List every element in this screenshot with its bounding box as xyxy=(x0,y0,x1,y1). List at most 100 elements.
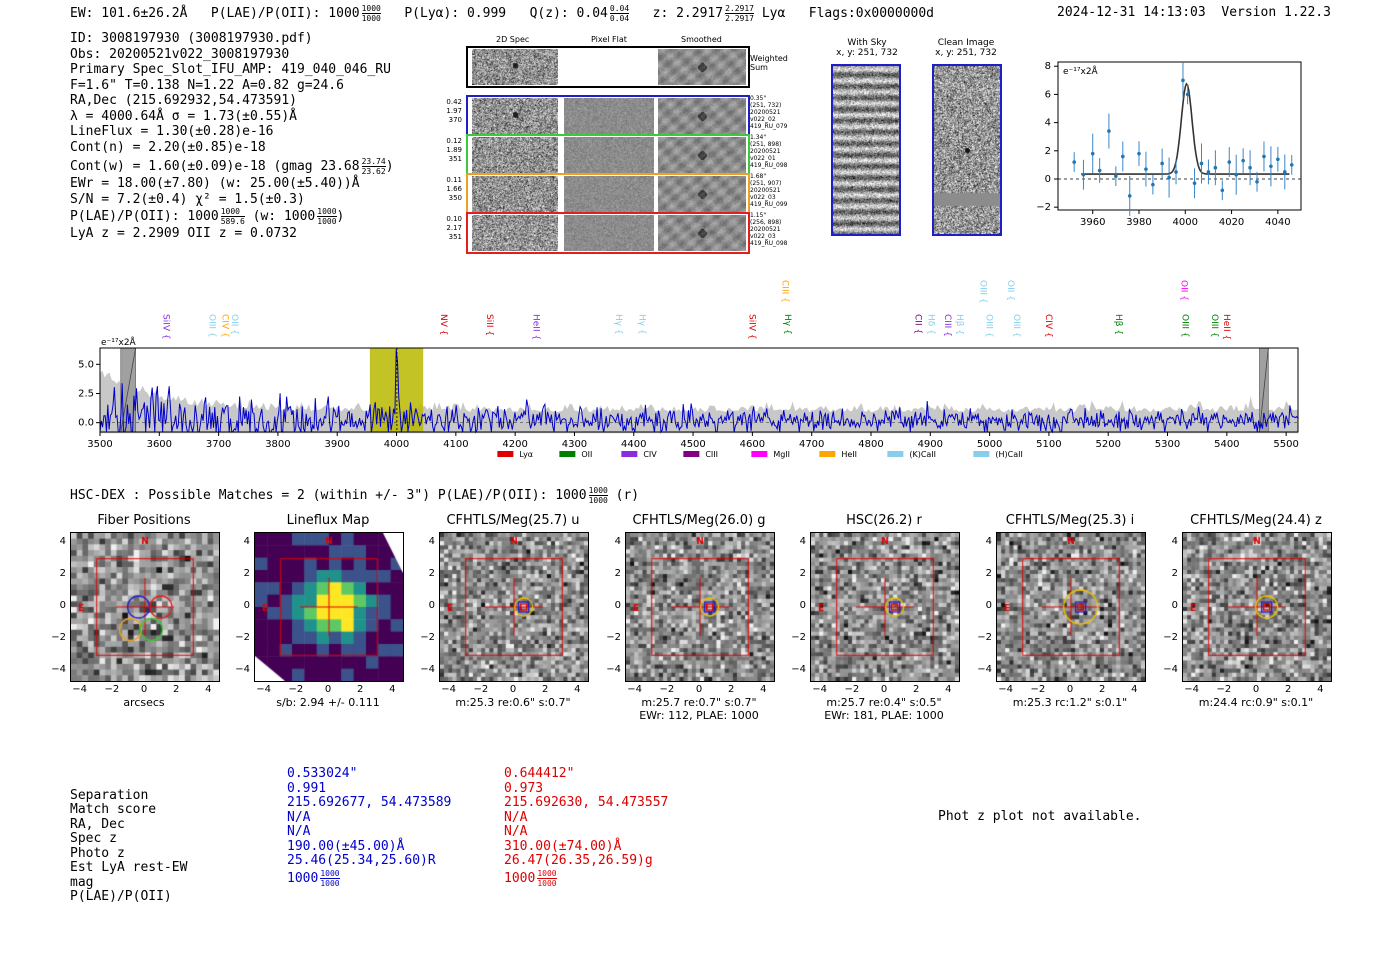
panel-xtick-label: 2 xyxy=(356,684,364,695)
emission-line-label: HeII { xyxy=(530,314,540,340)
zoom-point xyxy=(1137,151,1141,156)
header-flags: Flags:0x0000000d xyxy=(808,6,935,21)
fiber-weights: 0.11 1.66 350 xyxy=(446,176,462,202)
panel-ytick-label: −4 xyxy=(606,664,621,676)
panel-title: CFHTLS/Meg(25.3) i xyxy=(1005,513,1135,528)
info-obs: Obs: 20200521v022_3008197930 xyxy=(70,46,290,62)
m2-mag: 26.47(26.35,26.59)g xyxy=(504,853,653,868)
panel-xtick-label: 4 xyxy=(1131,684,1138,695)
info-contw: Cont(w) = 1.60(±0.09)e-18 (gmag 23.68 23.… xyxy=(70,157,394,176)
emission-line-label: Hδ { xyxy=(925,314,935,335)
zoom-xtick-label: 4000 xyxy=(1173,217,1198,228)
panel-ytick-label: 0 xyxy=(985,600,992,611)
panel-caption: arcsecs xyxy=(123,696,165,709)
spectrum-ytick-label: 0.0 xyxy=(78,418,94,429)
m2-radec: 215.692630, 54.473557 xyxy=(504,795,669,810)
panel-ytick-label: 0 xyxy=(799,600,806,611)
panel-xtick-label: 0 xyxy=(880,684,888,695)
emission-line-label: OIII { xyxy=(1209,314,1219,338)
panel-ytick-label: 0 xyxy=(428,600,435,611)
panel-ytick-label: 0 xyxy=(614,600,621,611)
header-timestamp: 2024-12-31 14:13:03 xyxy=(1057,5,1206,20)
fiber-strip xyxy=(466,95,750,137)
legend-swatch xyxy=(497,451,514,457)
panel-xtick-label: −4 xyxy=(441,684,457,695)
header-z-frac: 2.2917 2.2917 xyxy=(725,4,754,23)
emission-line-label: HeII { xyxy=(1221,314,1231,340)
panel-ytick-label: 4 xyxy=(614,535,621,547)
fiber-meta: 0.35" (251, 732) 20200521 v022_02 419_RU_079 xyxy=(750,95,788,130)
spectrum-xtick-label: 3500 xyxy=(87,439,112,450)
info-id: ID: 3008197930 (3008197930.pdf) xyxy=(70,31,313,46)
fiber-positions-image xyxy=(70,532,220,682)
photz-message: Phot z plot not available. xyxy=(938,809,1142,824)
zoom-point xyxy=(1081,172,1086,177)
emission-line-label: SiII { xyxy=(484,314,494,336)
panel-xtick-label: 4 xyxy=(945,684,952,695)
spectrum-xtick-label: 4100 xyxy=(443,439,468,450)
zoom-point xyxy=(1227,160,1232,164)
legend-swatch xyxy=(973,451,990,457)
match-label-ew: Est LyA rest-EW xyxy=(70,860,188,875)
zoom-point xyxy=(1269,164,1273,169)
spectrum-xtick-label: 5100 xyxy=(1036,439,1061,450)
info-sn: S/N = 7.2(±0.4) χ² = 1.5(±0.3) xyxy=(70,191,305,207)
match-1-column: 0.533024" 0.991 215.692677, 54.473589 N/… xyxy=(287,766,452,887)
legend-label: HeII xyxy=(841,450,857,459)
col-smoothed: Smoothed xyxy=(681,35,722,44)
panel-ytick-label: 4 xyxy=(1171,535,1178,547)
weighted-smoothed-image xyxy=(658,49,746,85)
panel-xtick-label: 2 xyxy=(1098,684,1106,695)
with-sky-title: With Sky x, y: 251, 732 xyxy=(836,38,898,58)
fiber-flat-image xyxy=(564,176,654,212)
spectrum-xtick-label: 5000 xyxy=(977,439,1002,450)
panel-ytick-label: 4 xyxy=(59,535,66,547)
filter-cutout-image xyxy=(439,532,589,682)
header-qz: Q(z): 0.04 xyxy=(529,6,608,21)
match-label-specz: Spec z xyxy=(70,831,117,846)
spectrum-xtick-label: 3600 xyxy=(147,439,172,450)
panel-ytick-label: −2 xyxy=(977,632,992,644)
m1-ew: 190.00(±45.00)Å xyxy=(287,838,405,854)
panel-xtick-label: 2 xyxy=(541,684,549,695)
panel-xtick-label: −4 xyxy=(72,684,88,695)
spectrum-frame xyxy=(99,347,1299,433)
emission-line-label: CIV { xyxy=(220,314,230,338)
panel-ytick-label: −2 xyxy=(1163,632,1178,644)
m1-score: 0.991 xyxy=(287,780,327,796)
emission-line-label: OII { xyxy=(1005,280,1015,301)
fiber-meta: 1.68" (251, 907) 20200521 v022_03 419_RU_099 xyxy=(750,173,788,208)
panel-ytick-label: 2 xyxy=(428,567,435,579)
m2-photoz: N/A xyxy=(504,824,528,839)
panel-ytick-label: 4 xyxy=(243,535,250,547)
spectrum-ytick-label: 5.0 xyxy=(78,359,94,370)
spectrum-xtick-label: 3700 xyxy=(206,439,231,450)
emission-line-label: OIII { xyxy=(1179,314,1189,338)
m1-mag: 25.46(25.34,25.60)R xyxy=(287,853,436,868)
col-pixel-flat: Pixel Flat xyxy=(591,35,627,44)
header-z-line: Lyα xyxy=(761,6,786,21)
fiber-smoothed-image xyxy=(658,176,746,212)
m1-photoz: N/A xyxy=(287,824,311,839)
weighted-2d-image xyxy=(472,49,558,85)
panel-title: Fiber Positions xyxy=(97,513,191,528)
emission-line-label: CIII { xyxy=(780,280,790,303)
m1-radec: 215.692677, 54.473589 xyxy=(287,795,452,810)
panel-xtick-label: −2 xyxy=(288,684,304,695)
fiber-2d-image xyxy=(472,176,558,212)
emission-line-label: OIII { xyxy=(1011,314,1021,338)
panel-xtick-label: −2 xyxy=(104,684,120,695)
panel-xtick-label: 4 xyxy=(205,684,212,695)
zoom-ytick-label: 2 xyxy=(1045,146,1051,157)
panel-ytick-label: −4 xyxy=(420,664,435,676)
info-fit: F=1.6" T=0.138 N=1.22 A=0.82 g=24.6 xyxy=(70,77,344,93)
legend-label: CIV xyxy=(643,450,657,459)
spectrum-xtick-label: 4700 xyxy=(799,439,824,450)
panel-ytick-label: 0 xyxy=(59,600,66,611)
spectrum-xtick-label: 4500 xyxy=(680,439,705,450)
zoom-point xyxy=(1199,161,1204,166)
emission-line-label: NV { xyxy=(438,314,448,335)
zoom-ytick-label: 6 xyxy=(1045,89,1051,100)
zoom-point xyxy=(1127,194,1132,198)
zoom-point xyxy=(1220,188,1225,193)
